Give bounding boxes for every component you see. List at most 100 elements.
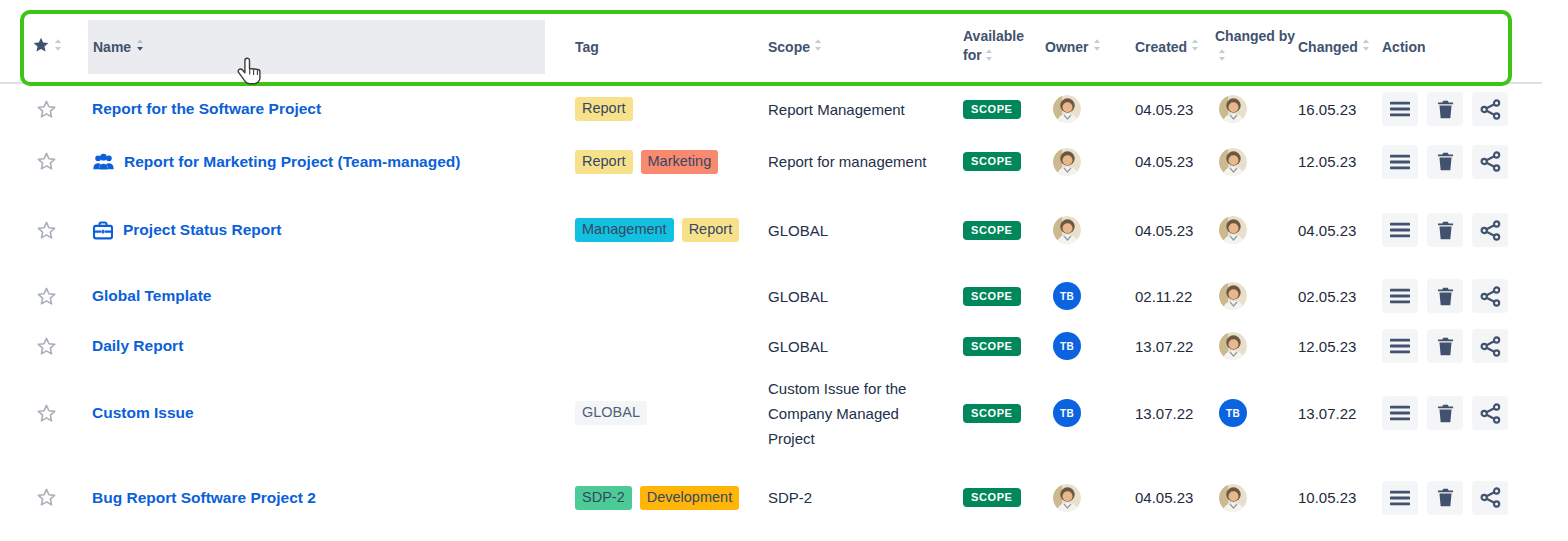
changed-date: 12.05.23 — [1298, 338, 1382, 355]
sort-active-icon — [136, 38, 144, 57]
tag-list: Report — [575, 97, 633, 121]
scope-text: SDP-2 — [768, 485, 963, 510]
table-row: Daily ReportGLOBALSCOPETB13.07.2212.05.2… — [0, 321, 1542, 371]
action-header-label: Action — [1382, 38, 1426, 57]
changed-by-column-header[interactable]: Changed by — [1215, 27, 1298, 67]
scope-column-header[interactable]: Scope — [768, 38, 963, 57]
name-column-header[interactable]: Name — [68, 20, 575, 74]
table-header-row: Name Tag Scope Available for Owner Cre — [0, 12, 1542, 84]
owner-avatar — [1045, 484, 1135, 512]
share-button[interactable] — [1472, 279, 1508, 313]
changed-by-avatar: TB — [1215, 399, 1298, 427]
delete-button[interactable] — [1427, 145, 1463, 179]
report-name-link[interactable]: Report for the Software Project — [92, 100, 321, 118]
share-button[interactable] — [1472, 396, 1508, 430]
changed-by-header-label: Changed by — [1215, 28, 1295, 44]
table-row: Report for Marketing Project (Team-manag… — [0, 134, 1542, 189]
changed-by-avatar-photo — [1219, 282, 1247, 310]
tag-list: GLOBAL — [575, 401, 647, 425]
delete-button[interactable] — [1427, 213, 1463, 247]
report-name-link[interactable]: Project Status Report — [123, 221, 281, 239]
changed-by-avatar-photo — [1219, 332, 1247, 360]
available-for-badge: SCOPE — [963, 404, 1021, 423]
table-row: Custom IssueGLOBALCustom Issue for the C… — [0, 371, 1542, 455]
changed-by-avatar — [1215, 332, 1298, 360]
menu-button[interactable] — [1382, 396, 1418, 430]
changed-header-label: Changed — [1298, 38, 1358, 57]
created-date: 04.05.23 — [1135, 153, 1215, 170]
menu-button[interactable] — [1382, 329, 1418, 363]
changed-date: 10.05.23 — [1298, 489, 1382, 506]
owner-avatar: TB — [1045, 399, 1135, 427]
changed-by-avatar-photo — [1219, 148, 1247, 176]
table-row: Project Status ReportManagementReportGLO… — [0, 189, 1542, 271]
available-for-badge: SCOPE — [963, 488, 1021, 507]
delete-button[interactable] — [1427, 279, 1463, 313]
tag-badge: Report — [575, 97, 633, 121]
menu-button[interactable] — [1382, 279, 1418, 313]
owner-avatar-initials: TB — [1053, 332, 1081, 360]
table-row: Report for the Software Project Report Rep… — [0, 84, 1542, 134]
report-name-link[interactable]: Global Template — [92, 287, 211, 305]
table-row: Global TemplateGLOBALSCOPETB02.11.2202.0… — [0, 271, 1542, 321]
menu-button[interactable] — [1382, 213, 1418, 247]
favorite-star-button[interactable] — [35, 335, 58, 358]
changed-by-avatar-photo — [1219, 95, 1247, 123]
favorite-star-button[interactable] — [35, 98, 58, 121]
created-column-header[interactable]: Created — [1135, 38, 1215, 57]
sort-icon — [1191, 38, 1199, 57]
action-column-header: Action — [1382, 38, 1512, 57]
changed-date: 02.05.23 — [1298, 288, 1382, 305]
available-for-badge: SCOPE — [963, 221, 1021, 240]
tag-list: SDP-2Development — [575, 486, 739, 510]
scope-text: Report Management — [768, 97, 963, 122]
favorite-star-button[interactable] — [35, 285, 58, 308]
changed-by-avatar — [1215, 95, 1298, 123]
delete-button[interactable] — [1427, 481, 1463, 515]
menu-button[interactable] — [1382, 92, 1418, 126]
scope-text: Report for management — [768, 149, 963, 174]
sort-icon — [814, 38, 822, 57]
share-button[interactable] — [1472, 92, 1508, 126]
favorite-star-button[interactable] — [35, 402, 58, 425]
briefcase-icon — [92, 220, 114, 241]
changed-by-avatar — [1215, 148, 1298, 176]
tag-badge: Report — [575, 150, 633, 174]
owner-column-header[interactable]: Owner — [1045, 38, 1135, 57]
share-button[interactable] — [1472, 145, 1508, 179]
share-button[interactable] — [1472, 481, 1508, 515]
delete-button[interactable] — [1427, 92, 1463, 126]
created-date: 04.05.23 — [1135, 101, 1215, 118]
sort-icon — [1362, 38, 1370, 57]
changed-column-header[interactable]: Changed — [1298, 38, 1382, 57]
favorite-star-button[interactable] — [35, 486, 58, 509]
share-button[interactable] — [1472, 329, 1508, 363]
delete-button[interactable] — [1427, 329, 1463, 363]
report-name-link[interactable]: Bug Report Software Project 2 — [92, 489, 316, 507]
tag-header-label: Tag — [575, 38, 599, 57]
favorite-column-header[interactable] — [24, 35, 68, 60]
created-date: 04.05.23 — [1135, 222, 1215, 239]
report-name-link[interactable]: Report for Marketing Project (Team-manag… — [124, 153, 460, 171]
favorite-star-button[interactable] — [35, 150, 58, 173]
owner-avatar-photo — [1053, 148, 1081, 176]
menu-button[interactable] — [1382, 145, 1418, 179]
tag-badge: Report — [682, 218, 740, 242]
owner-avatar — [1045, 216, 1135, 244]
tag-badge: Development — [640, 486, 739, 510]
report-name-link[interactable]: Daily Report — [92, 337, 183, 355]
available-for-column-header[interactable]: Available for — [963, 27, 1045, 67]
changed-by-avatar — [1215, 484, 1298, 512]
delete-button[interactable] — [1427, 396, 1463, 430]
created-date: 04.05.23 — [1135, 489, 1215, 506]
changed-date: 13.07.22 — [1298, 405, 1382, 422]
created-date: 13.07.22 — [1135, 338, 1215, 355]
report-name-link[interactable]: Custom Issue — [92, 404, 194, 422]
changed-date: 16.05.23 — [1298, 101, 1382, 118]
menu-button[interactable] — [1382, 481, 1418, 515]
favorite-star-button[interactable] — [35, 219, 58, 242]
share-button[interactable] — [1472, 213, 1508, 247]
owner-avatar-photo — [1053, 216, 1081, 244]
changed-by-avatar-photo — [1219, 216, 1247, 244]
changed-date: 04.05.23 — [1298, 222, 1382, 239]
